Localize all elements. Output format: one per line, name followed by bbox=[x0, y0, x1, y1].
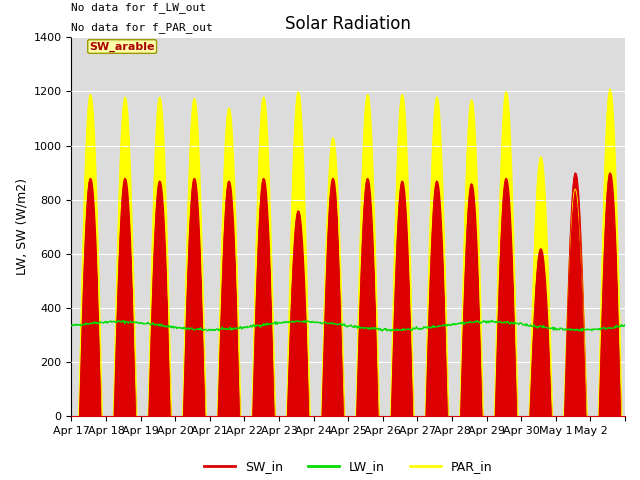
Text: No data for f_PAR_out: No data for f_PAR_out bbox=[72, 22, 213, 33]
Y-axis label: LW, SW (W/m2): LW, SW (W/m2) bbox=[15, 179, 28, 276]
Text: No data for f_LW_out: No data for f_LW_out bbox=[72, 2, 207, 13]
Legend: SW_in, LW_in, PAR_in: SW_in, LW_in, PAR_in bbox=[198, 456, 498, 479]
Text: SW_arable: SW_arable bbox=[90, 41, 155, 52]
Title: Solar Radiation: Solar Radiation bbox=[285, 15, 411, 33]
